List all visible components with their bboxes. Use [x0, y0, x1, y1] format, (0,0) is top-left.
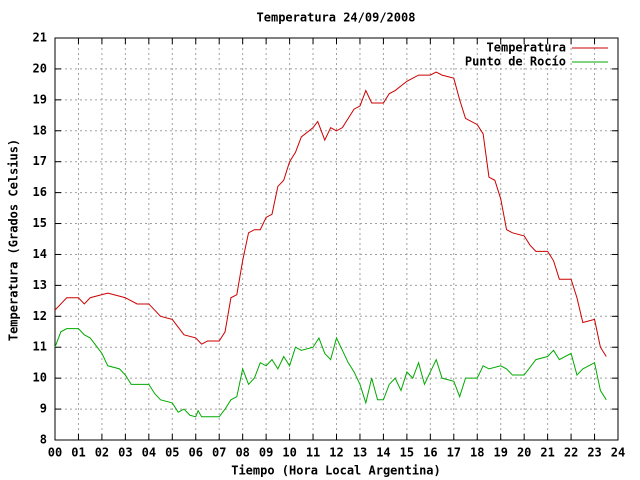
y-tick-label: 13 [33, 278, 47, 292]
x-tick-label: 11 [306, 446, 320, 460]
x-axis-label: Tiempo (Hora Local Argentina) [231, 464, 441, 478]
x-tick-label: 12 [329, 446, 343, 460]
x-tick-label: 21 [540, 446, 554, 460]
x-tick-label: 15 [400, 446, 414, 460]
x-tick-label: 02 [95, 446, 109, 460]
x-tick-label: 20 [517, 446, 531, 460]
y-tick-label: 16 [33, 185, 47, 199]
x-tick-label: 08 [235, 446, 249, 460]
x-tick-label: 23 [587, 446, 601, 460]
y-axis-label: Temperatura (Grados Celsius) [7, 139, 21, 341]
x-tick-label: 01 [71, 446, 85, 460]
x-tick-label: 14 [376, 446, 390, 460]
series-line [54, 71, 607, 357]
legend-label: Punto de Rocío [465, 55, 566, 69]
chart-title: Temperatura 24/09/2008 [257, 11, 416, 25]
x-tick-label: 16 [423, 446, 437, 460]
series-line [54, 328, 607, 418]
legend-label: Temperatura [487, 41, 566, 55]
x-tick-label: 24 [611, 446, 625, 460]
x-tick-label: 00 [48, 446, 62, 460]
x-tick-label: 06 [189, 446, 203, 460]
y-tick-label: 19 [33, 92, 47, 106]
x-tick-label: 13 [353, 446, 367, 460]
y-tick-label: 10 [33, 371, 47, 385]
y-tick-label: 11 [33, 340, 47, 354]
y-tick-label: 17 [33, 154, 47, 168]
y-tick-label: 20 [33, 61, 47, 75]
y-tick-label: 12 [33, 309, 47, 323]
y-tick-label: 8 [40, 433, 47, 447]
y-tick-label: 15 [33, 216, 47, 230]
y-tick-label: 14 [33, 247, 47, 261]
y-tick-label: 18 [33, 123, 47, 137]
x-tick-label: 10 [282, 446, 296, 460]
x-tick-label: 18 [470, 446, 484, 460]
x-tick-label: 07 [212, 446, 226, 460]
x-tick-label: 03 [118, 446, 132, 460]
x-tick-label: 04 [142, 446, 156, 460]
y-tick-label: 21 [33, 31, 47, 45]
plot-frame [54, 37, 619, 441]
x-tick-label: 09 [259, 446, 273, 460]
x-tick-label: 22 [564, 446, 578, 460]
y-tick-label: 9 [40, 402, 47, 416]
x-tick-label: 05 [165, 446, 179, 460]
x-tick-label: 19 [493, 446, 507, 460]
x-tick-label: 17 [447, 446, 461, 460]
